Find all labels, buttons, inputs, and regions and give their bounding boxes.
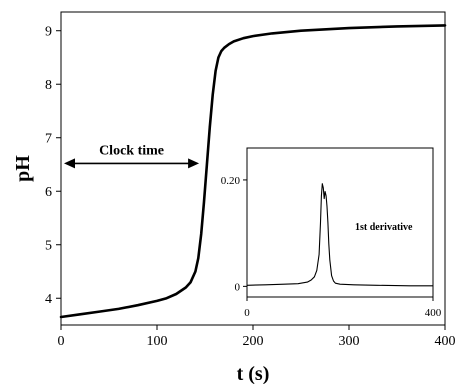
- x-tick-label: 100: [147, 334, 168, 349]
- y-tick-label: 7: [45, 132, 52, 147]
- inset-frame: [246, 147, 434, 298]
- derivative-curve: [246, 183, 433, 287]
- inset-label: 1st derivative: [355, 222, 413, 233]
- inset-plot: 0 400 0 0.20 1st derivative: [221, 147, 442, 319]
- arrowhead-right: [188, 158, 200, 169]
- inset-x-tick-label: 0: [244, 307, 250, 319]
- x-tick-label: 400: [435, 334, 456, 349]
- inset-y-tick-label: 0: [235, 281, 241, 293]
- x-tick-label: 300: [339, 334, 360, 349]
- x-tick-label: 0: [58, 334, 65, 349]
- ph-curve: [59, 24, 447, 319]
- main-plot: 0 100 200 300 400 4 5 6 7 8 9 t (s) pH Clock time: [12, 11, 456, 384]
- x-tick-label: 200: [243, 334, 264, 349]
- y-tick-label: 4: [45, 292, 52, 307]
- y-tick-label: 6: [45, 185, 52, 200]
- inset-x-tick-label: 400: [425, 307, 442, 319]
- y-tick-label: 8: [45, 78, 52, 93]
- y-tick-label: 5: [45, 239, 52, 254]
- inset-y-tick-label: 0.20: [221, 175, 241, 187]
- y-axis-label: pH: [12, 155, 34, 182]
- arrowhead-left: [64, 158, 75, 169]
- y-tick-label: 9: [45, 25, 52, 40]
- x-axis-label: t (s): [237, 363, 270, 384]
- clock-time-label: Clock time: [99, 143, 164, 158]
